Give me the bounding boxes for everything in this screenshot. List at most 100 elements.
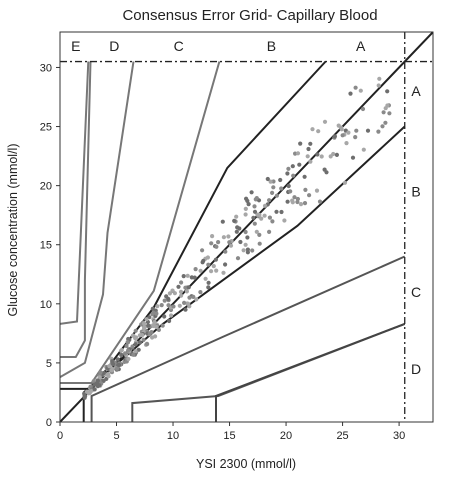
scatter-point (154, 324, 159, 330)
scatter-point (317, 199, 323, 204)
scatter-point (316, 129, 321, 134)
scatter-point (279, 209, 284, 215)
scatter-point (243, 212, 248, 217)
scatter-point (119, 352, 124, 357)
scatter-point (198, 268, 203, 273)
scatter-point (297, 162, 302, 167)
zone-label-b: B (411, 184, 420, 200)
scatter-point (162, 298, 167, 303)
scatter-point (133, 342, 138, 347)
scatter-point (267, 215, 272, 220)
scatter-point (336, 123, 341, 128)
scatter-point (106, 374, 111, 379)
scatter-point (295, 151, 301, 156)
scatter-point (203, 276, 208, 281)
scatter-point (376, 129, 381, 134)
scatter-point (167, 318, 172, 324)
scatter-point (109, 368, 114, 373)
x-axis-label: YSI 2300 (mmol/l) (196, 457, 296, 471)
scatter-point (346, 130, 351, 135)
scatter-point (241, 248, 246, 253)
scatter-point (322, 167, 327, 172)
scatter-point (234, 229, 239, 234)
scatter-point (150, 306, 155, 311)
scatter-point (185, 273, 190, 278)
scatter-point (131, 352, 136, 357)
scatter-point (344, 141, 349, 146)
scatter-point (298, 141, 303, 146)
axis-ticks: 0 5 10 15 20 25 30 0 5 10 15 20 25 30 (40, 62, 405, 442)
scatter-point (95, 378, 100, 383)
scatter-point (191, 294, 196, 299)
scatter-point (154, 311, 159, 316)
scatter-point (213, 257, 218, 262)
scatter-point (232, 218, 237, 223)
scatter-point (279, 186, 284, 191)
scatter-point (221, 270, 226, 275)
scatter-point (268, 179, 273, 184)
scatter-point (194, 297, 199, 302)
scatter-point (271, 185, 276, 190)
scatter-point (243, 242, 248, 247)
scatter-point (206, 262, 211, 267)
scatter-point (302, 174, 307, 179)
scatter-point (184, 289, 189, 294)
scatter-point (193, 267, 198, 272)
scatter-point (285, 171, 290, 176)
scatter-point (223, 249, 228, 254)
chart-title: Consensus Error Grid- Capillary Blood (122, 7, 377, 24)
scatter-point (285, 199, 290, 204)
scatter-point (114, 366, 120, 371)
y-tick-label: 5 (46, 358, 52, 370)
y-tick-label: 30 (40, 62, 52, 74)
scatter-point (151, 323, 156, 328)
scatter-point (176, 284, 181, 289)
scatter-point (183, 307, 188, 312)
scatter-point (142, 325, 147, 330)
scatter-point (142, 321, 147, 326)
scatter-point (214, 244, 219, 249)
scatter-point (334, 152, 339, 157)
scatter-point (107, 364, 112, 369)
scatter-point (209, 269, 214, 274)
scatter-point (322, 119, 328, 124)
scatter-point (360, 106, 366, 112)
scatter-point (169, 313, 174, 318)
y-tick-label: 0 (46, 417, 52, 429)
scatter-point (223, 262, 228, 267)
scatter-point (385, 103, 390, 108)
scatter-point (249, 190, 254, 195)
scatter-point (126, 356, 131, 362)
scatter-point (235, 225, 240, 230)
y-tick-label: 10 (40, 299, 52, 311)
scatter-point (125, 340, 130, 345)
scatter-point (133, 328, 138, 333)
x-tick-label: 25 (336, 430, 348, 442)
x-tick-label: 5 (113, 430, 119, 442)
zone-label-d: D (411, 361, 421, 377)
scatter-point (97, 375, 102, 380)
zone-label-b: B (267, 38, 276, 54)
scatter-point (227, 240, 232, 245)
scatter-point (147, 331, 152, 336)
scatter-point (340, 133, 345, 138)
scatter-point (131, 333, 136, 338)
scatter-point (292, 195, 297, 200)
scatter-point (380, 124, 385, 129)
scatter-point (365, 128, 371, 133)
scatter-point (159, 303, 164, 308)
scatter-point (206, 280, 211, 285)
zone-labels: E D C B A A B C D (71, 38, 421, 377)
plot-frame (59, 31, 434, 423)
scatter-points (82, 76, 392, 400)
boundary-line-2 (60, 61, 135, 378)
scatter-point (291, 173, 296, 178)
boundary-line-6 (90, 255, 406, 422)
scatter-point (97, 383, 102, 388)
scatter-point (314, 188, 320, 193)
scatter-point (119, 348, 124, 353)
scatter-point (101, 370, 106, 376)
scatter-point (353, 135, 358, 140)
boundary-line-4 (60, 61, 90, 325)
